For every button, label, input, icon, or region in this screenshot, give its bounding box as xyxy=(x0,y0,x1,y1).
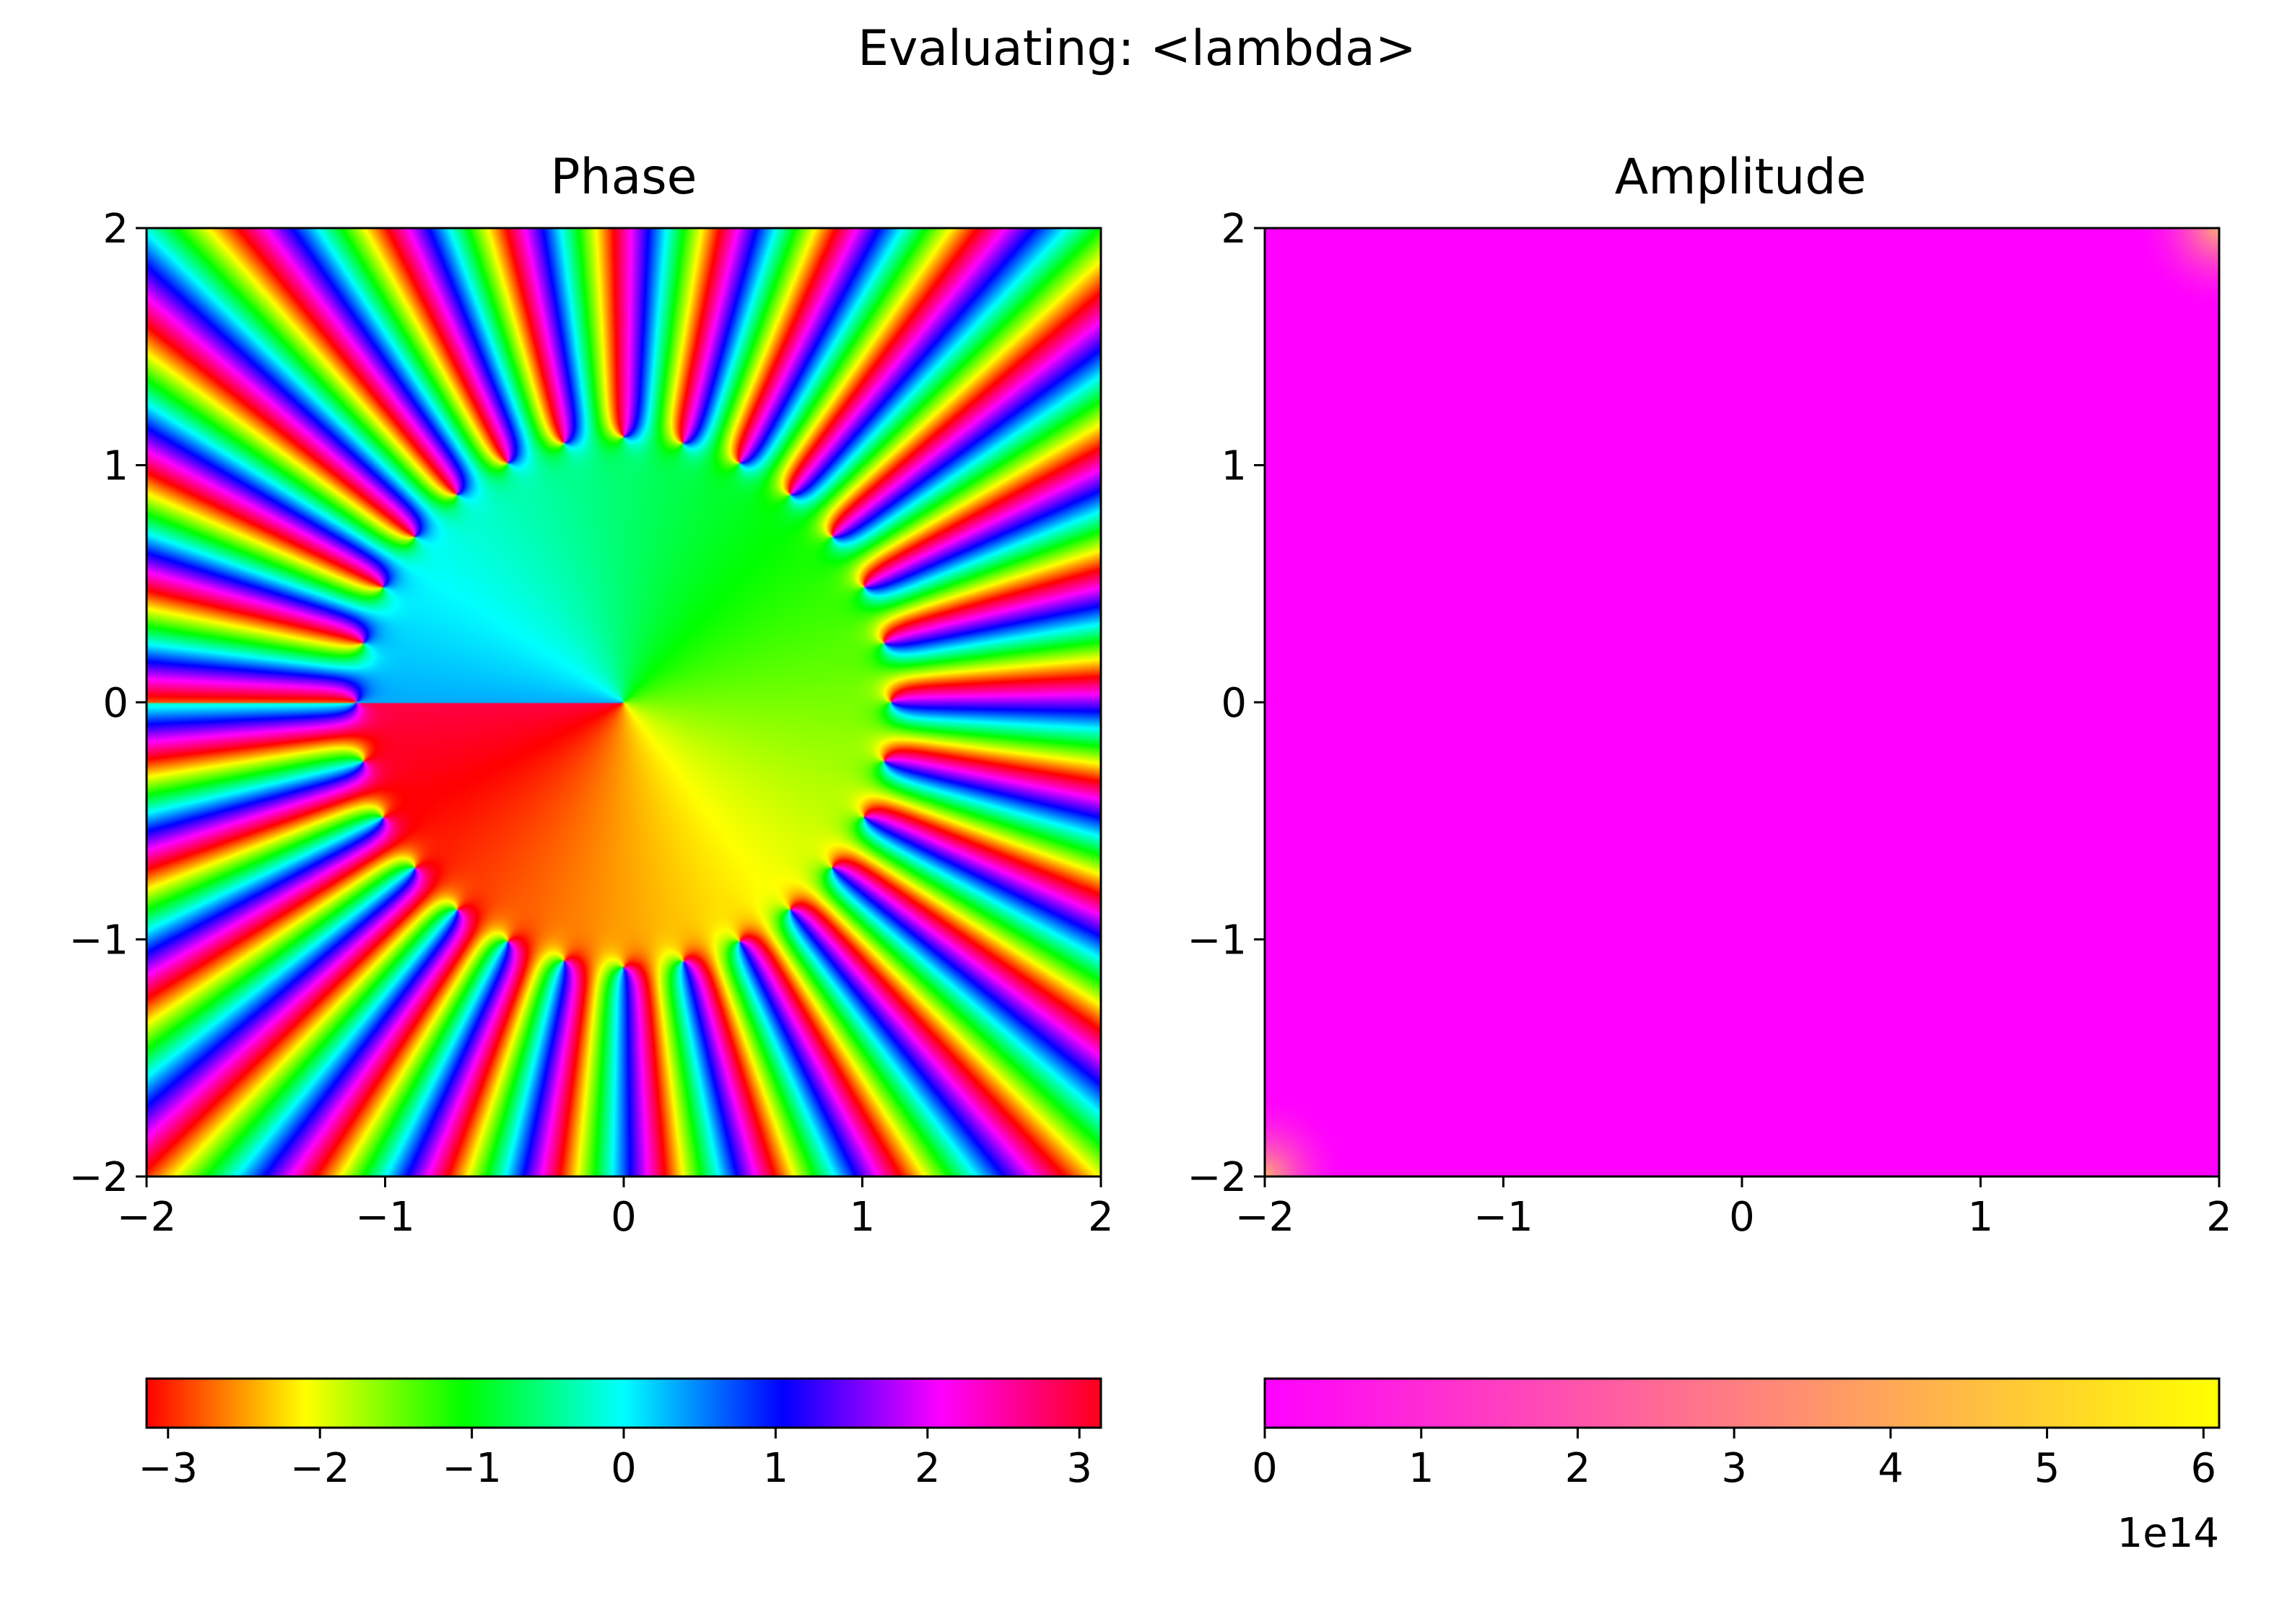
phase-colorbar-tick-label: −3 xyxy=(139,1445,199,1492)
phase-colorbar-tick-label: −2 xyxy=(290,1445,350,1492)
amplitude-colorbar-tick-label: 3 xyxy=(1721,1445,1747,1492)
phase-xtick-label: 2 xyxy=(1088,1194,1114,1241)
amplitude-ytick-label: 0 xyxy=(1221,680,1247,727)
amplitude-colorbar-tick-label: 0 xyxy=(1252,1445,1278,1492)
amplitude-xtick-label: 2 xyxy=(2206,1194,2232,1241)
phase-xtick-label: −2 xyxy=(117,1194,177,1241)
amplitude-colorbar-tick-label: 5 xyxy=(2034,1445,2060,1492)
phase-xtick-label: 0 xyxy=(611,1194,637,1241)
phase-ytick-label: −2 xyxy=(69,1154,128,1201)
phase-x-axis: −2 −1 0 1 2 xyxy=(117,1176,1114,1241)
phase-xtick-label: 1 xyxy=(850,1194,876,1241)
amplitude-y-axis: 2 1 0 −1 −2 xyxy=(1187,206,1265,1201)
phase-colorbar-ticks: −3 −2 −1 0 1 2 3 xyxy=(139,1428,1092,1492)
phase-ytick-label: 0 xyxy=(103,680,128,727)
amplitude-colorbar-tick-label: 4 xyxy=(1878,1445,1904,1492)
amplitude-colorbar-ticks: 0 1 2 3 4 5 6 xyxy=(1252,1428,2216,1492)
amplitude-panel: Amplitude −2 −1 0 1 2 2 1 0 −1 −2 xyxy=(1187,149,2231,1241)
amplitude-colorbar-gradient xyxy=(1263,1377,2221,1429)
amplitude-xtick-label: −1 xyxy=(1473,1194,1533,1241)
phase-xtick-label: −1 xyxy=(355,1194,415,1241)
amplitude-colorbar-tick-label: 2 xyxy=(1565,1445,1591,1492)
amplitude-xtick-label: 1 xyxy=(1968,1194,1994,1241)
amplitude-colorbar-offset-label: 1e14 xyxy=(2117,1510,2219,1557)
amplitude-x-axis: −2 −1 0 1 2 xyxy=(1235,1176,2232,1241)
amplitude-ytick-label: −1 xyxy=(1187,917,1247,964)
amplitude-xtick-label: 0 xyxy=(1729,1194,1755,1241)
phase-ytick-label: 2 xyxy=(103,206,128,253)
phase-y-axis: 2 1 0 −1 −2 xyxy=(69,206,147,1201)
amplitude-title: Amplitude xyxy=(1615,149,1866,206)
amplitude-ytick-label: −2 xyxy=(1187,1154,1247,1201)
phase-colorbar-tick-label: 1 xyxy=(763,1445,789,1492)
phase-ytick-label: −1 xyxy=(69,917,128,964)
amplitude-corner-bottom-left xyxy=(1265,228,2219,1176)
phase-colorbar-tick-label: −1 xyxy=(442,1445,502,1492)
phase-ytick-label: 1 xyxy=(103,443,128,490)
amplitude-colorbar-tick-label: 1 xyxy=(1408,1445,1434,1492)
phase-colorbar-tick-label: 2 xyxy=(915,1445,941,1492)
phase-panel: Phase −2 −1 0 1 2 2 1 0 −1 −2 xyxy=(69,149,1113,1241)
phase-colorbar-tick-label: 0 xyxy=(611,1445,637,1492)
figure-suptitle: Evaluating: <lambda> xyxy=(858,20,1416,77)
amplitude-xtick-label: −2 xyxy=(1235,1194,1295,1241)
phase-colorbar: −3 −2 −1 0 1 2 3 xyxy=(139,1377,1102,1492)
amplitude-colorbar-tick-label: 6 xyxy=(2191,1445,2217,1492)
amplitude-colorbar: 0 1 2 3 4 5 6 1e14 xyxy=(1252,1377,2221,1557)
phase-title: Phase xyxy=(550,149,697,206)
amplitude-ytick-label: 2 xyxy=(1221,206,1247,253)
phase-heatmap xyxy=(147,228,1101,1176)
amplitude-ytick-label: 1 xyxy=(1221,443,1247,490)
phase-colorbar-tick-label: 3 xyxy=(1066,1445,1092,1492)
phase-colorbar-gradient xyxy=(145,1377,1102,1429)
